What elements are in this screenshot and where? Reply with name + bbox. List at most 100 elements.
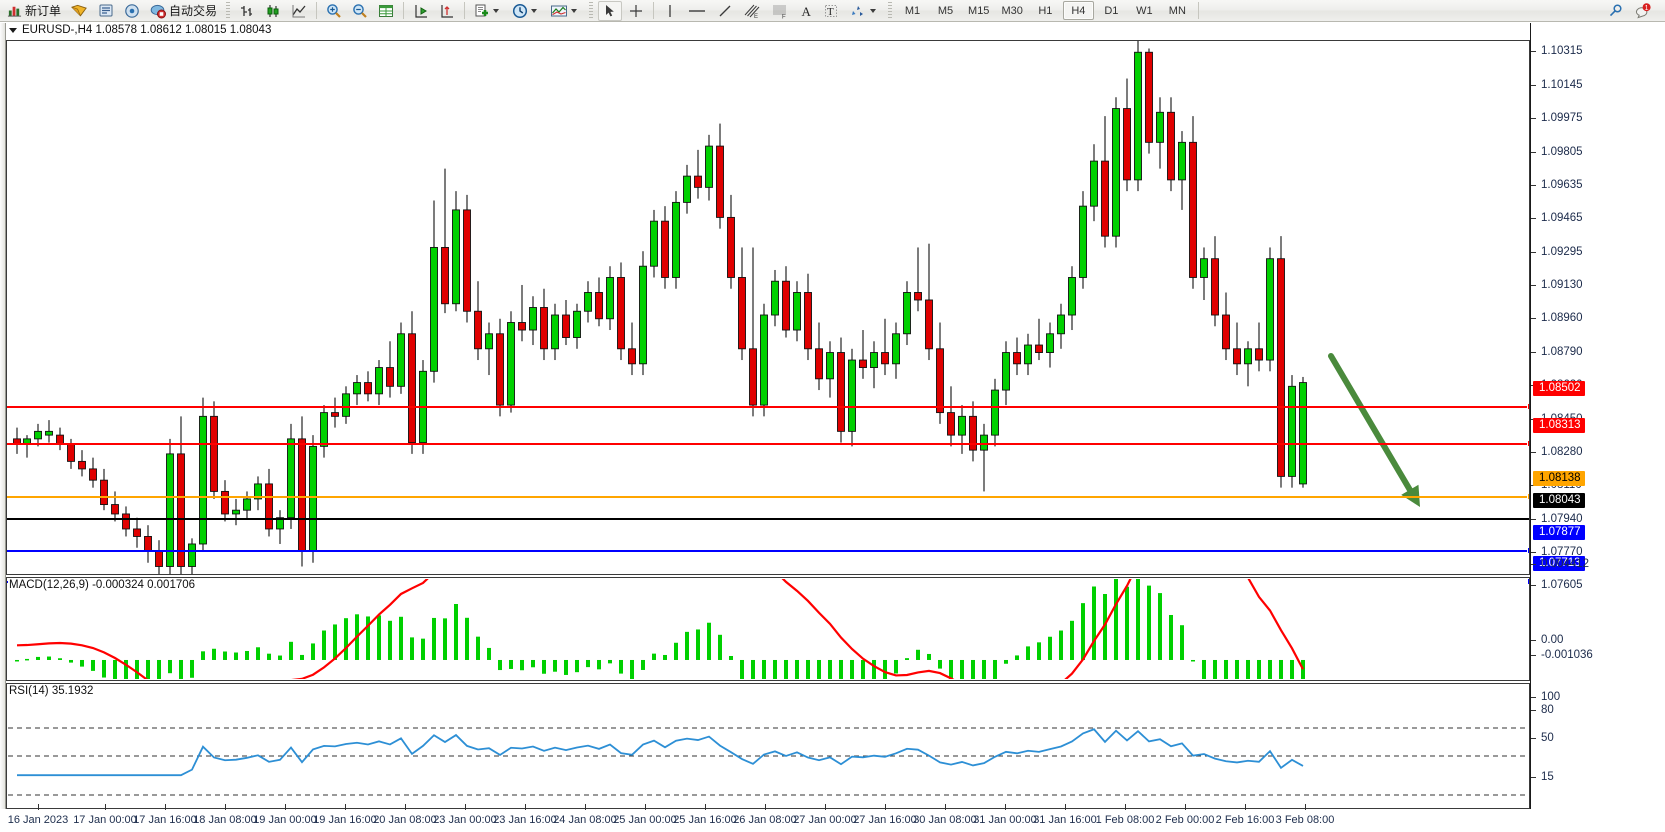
templates-button[interactable] xyxy=(470,1,506,21)
history-button[interactable] xyxy=(67,1,92,21)
date-axis-tick xyxy=(105,804,106,810)
zoom-out-button[interactable] xyxy=(348,1,372,21)
chart-title[interactable]: EURUSD-,H4 1.08578 1.08612 1.08015 1.080… xyxy=(9,24,271,36)
current-price-line[interactable] xyxy=(7,518,1530,520)
macd-histogram-bar xyxy=(1136,579,1140,660)
indicators-chevron-down-icon[interactable] xyxy=(571,9,578,13)
macd-histogram-bar xyxy=(47,656,51,660)
navigator-button[interactable] xyxy=(120,1,144,21)
current-price-tag[interactable]: 1.08043 xyxy=(1533,493,1585,508)
chart-symbol-ohlc: EURUSD-,H4 1.08578 1.08612 1.08015 1.080… xyxy=(22,24,272,36)
macd-histogram-bar xyxy=(916,649,920,660)
candle xyxy=(386,367,394,387)
macd-pane-canvas[interactable] xyxy=(8,579,1528,679)
date-axis-label: 20 Jan 08:00 xyxy=(373,814,437,826)
chevron-down-icon[interactable] xyxy=(9,27,17,33)
trendline-button[interactable] xyxy=(713,1,737,21)
scale-tick xyxy=(1531,697,1536,698)
text-label-button[interactable]: A xyxy=(795,1,817,21)
macd-histogram-bar xyxy=(927,653,931,660)
tab-timeframe-mn[interactable]: MN xyxy=(1168,4,1186,17)
line-chart-button[interactable] xyxy=(287,1,311,21)
vertical-line-button[interactable] xyxy=(659,1,681,21)
price-scale[interactable]: 1.10315 1.10145 1.09975 1.09805 1.09635 1.094… xyxy=(1530,23,1665,809)
text-button[interactable]: T xyxy=(819,1,843,21)
date-axis-label: 19 Jan 00:00 xyxy=(253,814,317,826)
toolbar-grip-3[interactable] xyxy=(888,2,893,19)
fibonacci-button[interactable]: F xyxy=(767,1,793,21)
tab-timeframe-m1[interactable]: M1 xyxy=(904,4,921,17)
macd-histogram-bar xyxy=(1224,659,1228,679)
candlestick-chart-button[interactable] xyxy=(261,1,285,21)
period-chevron-down-icon[interactable] xyxy=(531,9,538,13)
toolbar-grip-1[interactable] xyxy=(226,2,231,19)
shapes-chevron-down-icon[interactable] xyxy=(870,9,877,13)
equidistant-channel-button[interactable]: E xyxy=(739,1,765,21)
price-tick-label: 1.08960 xyxy=(1541,312,1583,324)
macd-histogram-bar xyxy=(938,659,942,669)
tab-timeframe-m30[interactable]: M30 xyxy=(1001,4,1023,17)
autotrade-button[interactable]: 自动交易 xyxy=(146,1,221,21)
crosshair-button[interactable] xyxy=(624,1,648,21)
tab-timeframe-h1[interactable]: H1 xyxy=(1038,4,1053,17)
candle xyxy=(1134,51,1142,181)
zoom-in-button[interactable] xyxy=(322,1,346,21)
support-2-tag[interactable]: 1.07713 xyxy=(1533,556,1585,571)
date-axis-label: 18 Jan 08:00 xyxy=(193,814,257,826)
tab-timeframe-h4[interactable]: H4 xyxy=(1062,1,1094,20)
scale-tick xyxy=(1531,640,1536,641)
resistance-2-tag[interactable]: 1.08313 xyxy=(1533,418,1585,433)
cursor-button[interactable] xyxy=(598,0,623,21)
bar-chart-button[interactable] xyxy=(235,1,259,21)
notifications-button[interactable]: 1 xyxy=(1630,1,1656,21)
macd-title: MACD(12,26,9) -0.000324 0.001706 xyxy=(9,579,196,591)
macd-histogram-bar xyxy=(1279,659,1283,679)
data-window-button[interactable] xyxy=(374,1,398,21)
date-axis-label: 26 Jan 08:00 xyxy=(733,814,797,826)
new-order-button[interactable]: 新订单 xyxy=(3,1,65,21)
macd-histogram-bar xyxy=(630,659,634,679)
terminal-button[interactable] xyxy=(94,1,118,21)
support-1-tag[interactable]: 1.07877 xyxy=(1533,525,1585,540)
macd-histogram-bar xyxy=(212,648,216,660)
search-button[interactable] xyxy=(1603,1,1628,21)
candle xyxy=(749,348,757,406)
shapes-button[interactable] xyxy=(845,1,883,21)
macd-histogram-bar xyxy=(542,659,546,674)
tab-timeframe-d1[interactable]: D1 xyxy=(1104,4,1119,17)
bar-chart-icon xyxy=(241,5,253,16)
tab-timeframe-m5[interactable]: M5 xyxy=(937,4,954,17)
indicators-button[interactable] xyxy=(546,1,584,21)
tab-timeframe-w1[interactable]: W1 xyxy=(1136,4,1153,17)
down-trend-arrow[interactable] xyxy=(1328,353,1416,498)
text-icon: T xyxy=(825,4,838,18)
pivot-line-tag[interactable]: 1.08138 xyxy=(1533,471,1585,486)
resistance-1-tag[interactable]: 1.08502 xyxy=(1533,381,1585,396)
price-tick-label: 1.09975 xyxy=(1541,112,1583,124)
candle xyxy=(551,314,559,350)
price-pane-canvas[interactable] xyxy=(7,41,1537,574)
equidistant-channel-icon: E xyxy=(744,4,760,19)
scale-tick-label: -0.001036 xyxy=(1541,649,1593,661)
toolbar-separator-5 xyxy=(1197,2,1199,19)
macd-histogram-bar xyxy=(520,659,524,671)
candle xyxy=(870,352,878,369)
chart-shift-button[interactable] xyxy=(409,1,433,21)
candle xyxy=(166,453,174,567)
horizontal-line-button[interactable] xyxy=(683,1,711,21)
macd-histogram-bar xyxy=(410,637,414,660)
rsi-pane-canvas[interactable] xyxy=(8,685,1528,807)
rsi-line xyxy=(17,728,1304,777)
tab-timeframe-m15[interactable]: M15 xyxy=(968,4,990,17)
candlestick-chart-icon xyxy=(267,4,279,17)
date-axis-label: 17 Jan 16:00 xyxy=(133,814,197,826)
candle xyxy=(617,277,625,350)
auto-scroll-button[interactable] xyxy=(435,1,459,21)
candle xyxy=(639,265,647,365)
templates-chevron-down-icon[interactable] xyxy=(493,9,500,13)
toolbar-grip-2[interactable] xyxy=(589,2,594,19)
macd-histogram-bar xyxy=(674,642,678,660)
toolbar-separator-2 xyxy=(403,2,405,19)
chart-area[interactable]: EURUSD-,H4 1.08578 1.08612 1.08015 1.080… xyxy=(0,22,1665,832)
period-button[interactable] xyxy=(508,1,544,21)
